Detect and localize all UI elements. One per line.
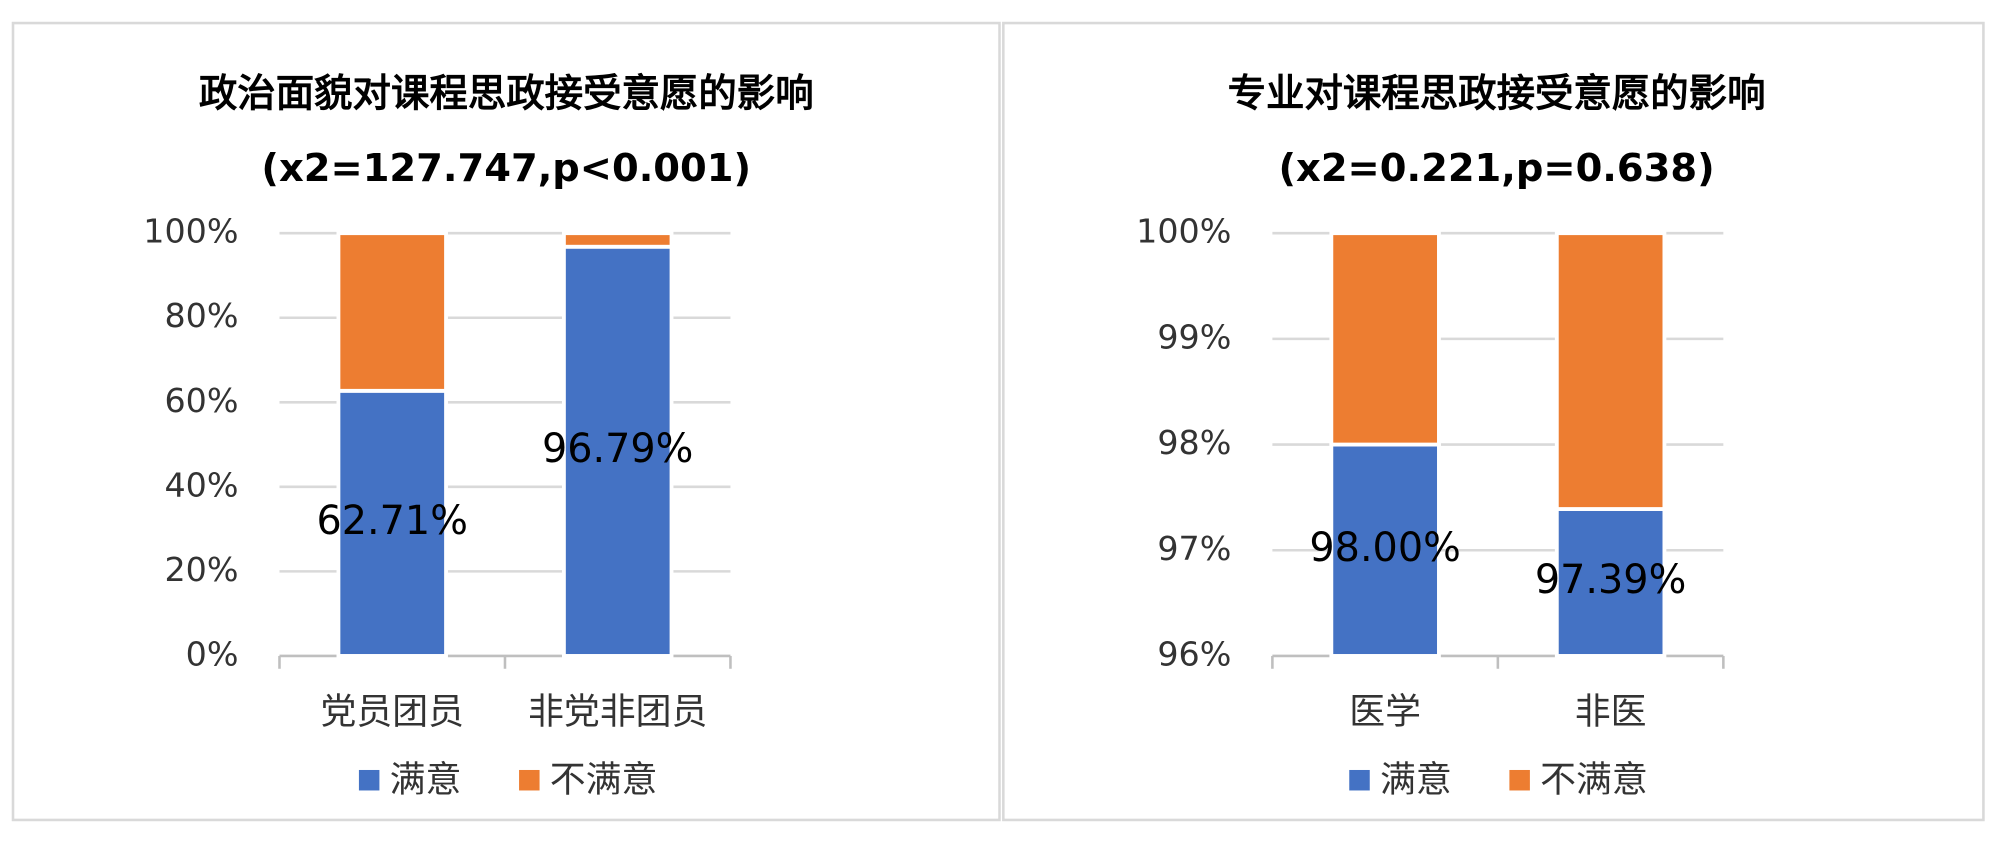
y-tick-label: 40% xyxy=(164,465,238,504)
bar-segment xyxy=(561,231,674,249)
chart-title: 专业对课程思政接受意愿的影响 xyxy=(1228,72,1766,117)
chart-subtitle: (x2=127.747,p<0.001) xyxy=(261,146,751,191)
y-tick-label: 99% xyxy=(1157,317,1231,356)
y-tick-label: 97% xyxy=(1157,529,1231,568)
bar-segment xyxy=(1329,231,1441,447)
y-tick-label: 0% xyxy=(186,634,239,673)
chart-subtitle: (x2=0.221,p=0.638) xyxy=(1278,146,1714,191)
x-tick-label: 非党非团员 xyxy=(528,692,707,733)
bar-segment xyxy=(1329,442,1441,658)
panel-border xyxy=(1002,21,1985,822)
x-tick-label: 医学 xyxy=(1349,692,1421,733)
bar-segment xyxy=(1554,507,1667,658)
y-tick-label: 96% xyxy=(1157,634,1231,673)
y-tick-label: 100% xyxy=(143,212,238,251)
legend-label: 不满意 xyxy=(550,760,658,801)
y-tick-label: 60% xyxy=(164,381,238,420)
bar-segment xyxy=(336,231,448,393)
y-tick-label: 20% xyxy=(164,550,238,589)
data-label: 98.00% xyxy=(1309,525,1460,571)
panel-border xyxy=(11,21,1001,822)
data-label: 97.39% xyxy=(1535,557,1686,603)
legend-swatch xyxy=(1349,769,1370,791)
legend-swatch xyxy=(1509,769,1530,791)
data-label: 62.71% xyxy=(317,498,468,544)
chart-title: 政治面貌对课程思政接受意愿的影响 xyxy=(199,72,814,117)
y-tick-label: 80% xyxy=(164,296,238,335)
legend-swatch xyxy=(358,769,380,791)
data-label: 96.79% xyxy=(542,426,693,472)
x-tick-label: 非医 xyxy=(1575,692,1647,733)
legend-label: 满意 xyxy=(390,760,462,801)
x-tick-label: 党员团员 xyxy=(321,692,464,733)
bar-segment xyxy=(561,244,674,658)
legend-swatch xyxy=(519,769,540,791)
bar-segment xyxy=(1554,231,1667,511)
legend-label: 满意 xyxy=(1380,760,1452,801)
y-tick-label: 100% xyxy=(1136,212,1231,251)
y-tick-label: 98% xyxy=(1157,423,1231,462)
legend-label: 不满意 xyxy=(1540,760,1648,801)
